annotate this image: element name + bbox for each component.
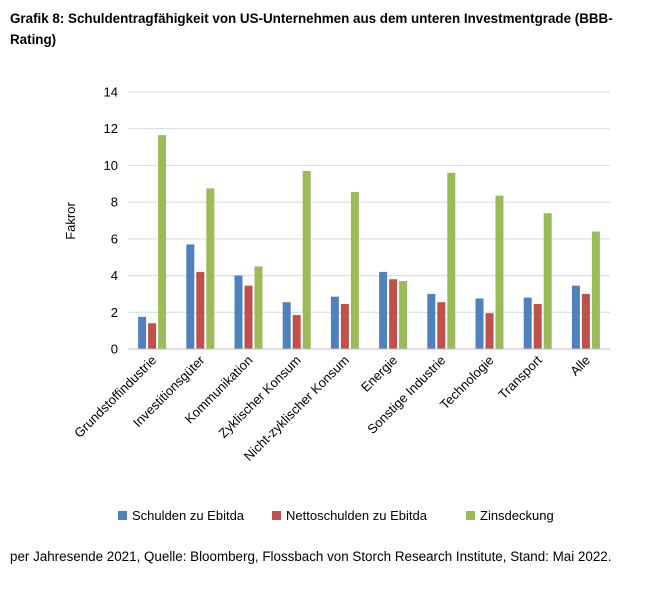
y-axis-label: Fakror: [63, 202, 78, 240]
legend-swatch: [118, 511, 127, 520]
y-tick-label: 2: [111, 305, 118, 320]
bar: [447, 172, 456, 349]
x-tick-label: Energie: [358, 353, 400, 395]
bar: [399, 281, 408, 349]
x-tick-label: Transport: [495, 352, 545, 402]
legend-item: Nettoschulden zu Ebitda: [272, 508, 427, 523]
bar: [254, 266, 263, 349]
y-tick-label: 8: [111, 195, 118, 210]
legend-item: Schulden zu Ebitda: [118, 508, 244, 523]
y-axis-ticks: 0 2 4 6 8 10 12 14: [104, 85, 118, 357]
bar: [302, 170, 311, 349]
bar: [138, 316, 147, 349]
bar: [591, 231, 600, 349]
y-tick-label: 0: [111, 342, 118, 357]
y-tick-label: 12: [104, 121, 118, 136]
bar: [330, 296, 339, 349]
bar: [379, 271, 388, 349]
bar: [282, 302, 291, 349]
bar: [427, 293, 436, 349]
bar: [158, 135, 167, 349]
bars: [138, 135, 600, 349]
bar: [571, 285, 580, 349]
source-note: per Jahresende 2021, Quelle: Bloomberg, …: [10, 549, 612, 564]
legend-swatch: [466, 511, 475, 520]
legend-label: Nettoschulden zu Ebitda: [286, 508, 427, 523]
legend-swatch: [272, 511, 281, 520]
bar: [206, 188, 215, 349]
x-tick-label: Grundstoffindustrie: [71, 353, 159, 441]
bar: [533, 304, 542, 349]
y-tick-label: 14: [104, 85, 118, 100]
x-axis-ticks: GrundstoffindustrieInvestitionsgüterKomm…: [71, 348, 610, 464]
bar: [581, 293, 590, 349]
bar: [186, 244, 195, 349]
bar: [389, 279, 398, 349]
y-tick-label: 6: [111, 231, 118, 246]
x-tick-label: Zyklischer Konsum: [216, 353, 304, 441]
bar: [543, 213, 552, 349]
y-tick-label: 4: [111, 268, 118, 283]
bar: [340, 304, 349, 349]
bar: [350, 192, 359, 349]
bar: [234, 275, 243, 349]
chart-title: Grafik 8: Schuldentragfähigkeit von US-U…: [10, 11, 613, 47]
x-tick-label: Alle: [567, 353, 593, 379]
legend-label: Zinsdeckung: [480, 508, 554, 523]
bar: [485, 313, 494, 349]
legend-item: Zinsdeckung: [466, 508, 554, 523]
y-tick-label: 10: [104, 158, 118, 173]
legend-label: Schulden zu Ebitda: [132, 508, 245, 523]
bar: [148, 323, 157, 349]
bar: [196, 271, 205, 349]
legend: Schulden zu Ebitda Nettoschulden zu Ebitd…: [0, 508, 672, 528]
bar: [437, 302, 446, 349]
bar: [292, 315, 301, 349]
bar: [475, 298, 484, 349]
bar: [495, 195, 504, 349]
bar: [523, 297, 532, 349]
bar: [244, 285, 253, 349]
